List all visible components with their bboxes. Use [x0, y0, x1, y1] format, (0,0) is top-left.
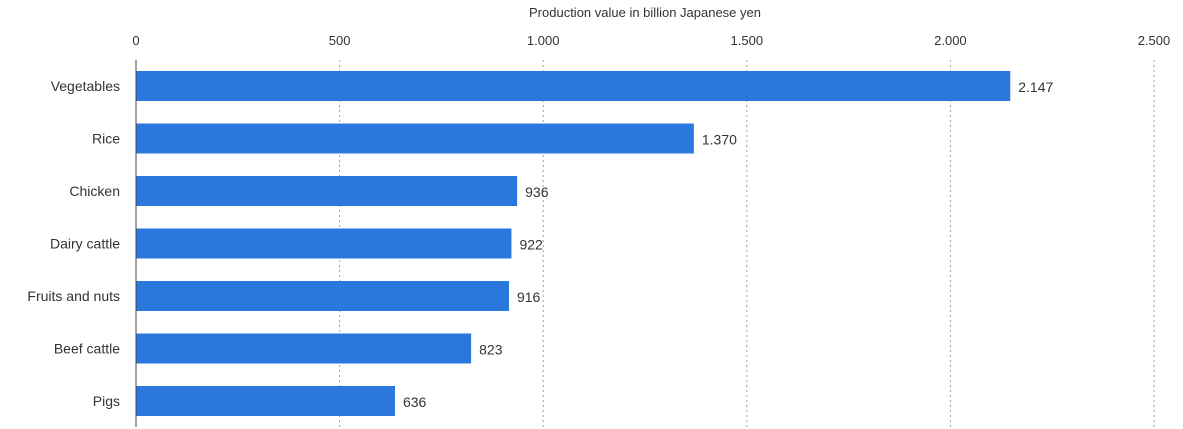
data-label: 916 — [517, 289, 541, 305]
bar — [136, 333, 472, 364]
bar — [136, 386, 395, 416]
data-label: 1.370 — [702, 132, 737, 148]
category-label: Vegetables — [51, 78, 120, 94]
category-label: Fruits and nuts — [27, 288, 120, 304]
data-label: 636 — [403, 394, 427, 410]
data-label: 936 — [525, 184, 549, 200]
x-tick-label: 2.000 — [934, 33, 967, 48]
data-label: 823 — [479, 342, 503, 358]
category-label: Rice — [92, 131, 120, 147]
x-tick-label: 500 — [329, 33, 351, 48]
x-axis-ticks: 0 500 1.000 1.500 2.000 2.500 — [132, 33, 1170, 48]
x-tick-label: 0 — [132, 33, 139, 48]
bar — [136, 71, 1011, 101]
value-labels: 2.147 1.370 936 922 916 823 636 — [403, 79, 1054, 410]
category-label: Beef cattle — [54, 341, 120, 357]
x-axis-title: Production value in billion Japanese yen — [529, 5, 761, 20]
gridlines — [339, 60, 1155, 427]
x-tick-label: 1.500 — [731, 33, 764, 48]
bar — [136, 281, 509, 311]
x-tick-label: 1.000 — [527, 33, 560, 48]
bars — [136, 71, 1011, 416]
category-label: Chicken — [69, 183, 120, 199]
data-label: 2.147 — [1018, 79, 1053, 95]
x-tick-label: 2.500 — [1138, 33, 1171, 48]
category-labels: Vegetables Rice Chicken Dairy cattle Fruits … — [27, 78, 120, 409]
bar — [136, 123, 694, 154]
bar — [136, 228, 512, 259]
bar — [136, 176, 518, 206]
data-label: 922 — [519, 237, 543, 253]
category-label: Pigs — [93, 393, 120, 409]
category-label: Dairy cattle — [50, 236, 120, 252]
